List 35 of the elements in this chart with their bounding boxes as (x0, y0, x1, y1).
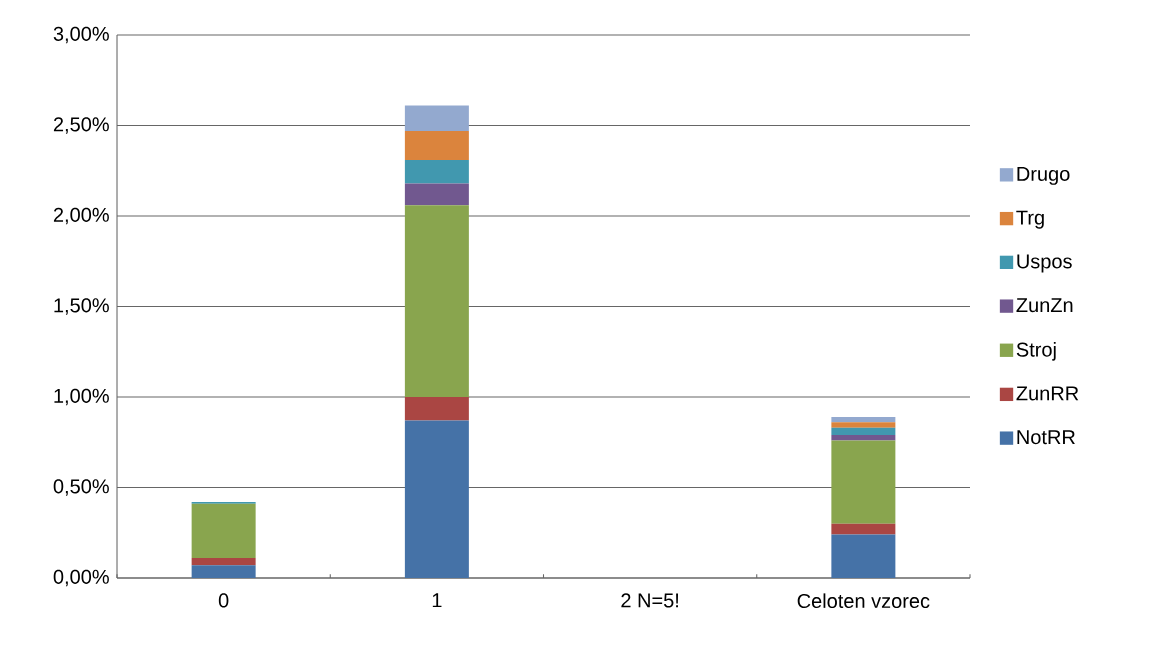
y-tick-label: 2,50% (53, 117, 109, 134)
bar (191, 558, 256, 566)
bar (404, 183, 469, 206)
bar (404, 130, 469, 160)
legend-label: Uspos (1017, 254, 1072, 273)
bar (831, 427, 896, 435)
y-tick-label: 3,00% (53, 26, 109, 44)
bar (831, 523, 896, 535)
bar (404, 205, 469, 397)
bar (831, 422, 896, 428)
legend-label: ZunZn (1016, 298, 1073, 313)
legend-label: Drugo (1017, 166, 1070, 185)
bar (404, 420, 469, 578)
bar (404, 159, 469, 184)
y-tick-label: 0,00% (53, 569, 109, 587)
bar (831, 434, 896, 441)
legend-label: Trg (1016, 210, 1044, 229)
bar (404, 396, 469, 421)
bar (191, 503, 256, 559)
y-tick-label: 1,50% (54, 298, 109, 315)
y-tick-label: 1,00% (54, 388, 109, 406)
y-tick-label: 2,00% (53, 207, 109, 225)
bar (191, 565, 256, 578)
x-tick-label: 2 N=5! (621, 593, 679, 608)
bar (831, 440, 896, 524)
bar (831, 534, 896, 578)
bar (404, 105, 469, 131)
x-tick-label: 1 (432, 593, 442, 608)
legend-label: ZunRR (1016, 386, 1079, 401)
legend-label: Stroj (1016, 342, 1056, 361)
x-tick-label: 0 (218, 593, 229, 608)
legend-label: NotRR (1017, 430, 1075, 445)
y-tick-label: 0,50% (53, 479, 109, 496)
bar (831, 416, 896, 423)
x-tick-label: Celoten vzorec (797, 593, 930, 609)
